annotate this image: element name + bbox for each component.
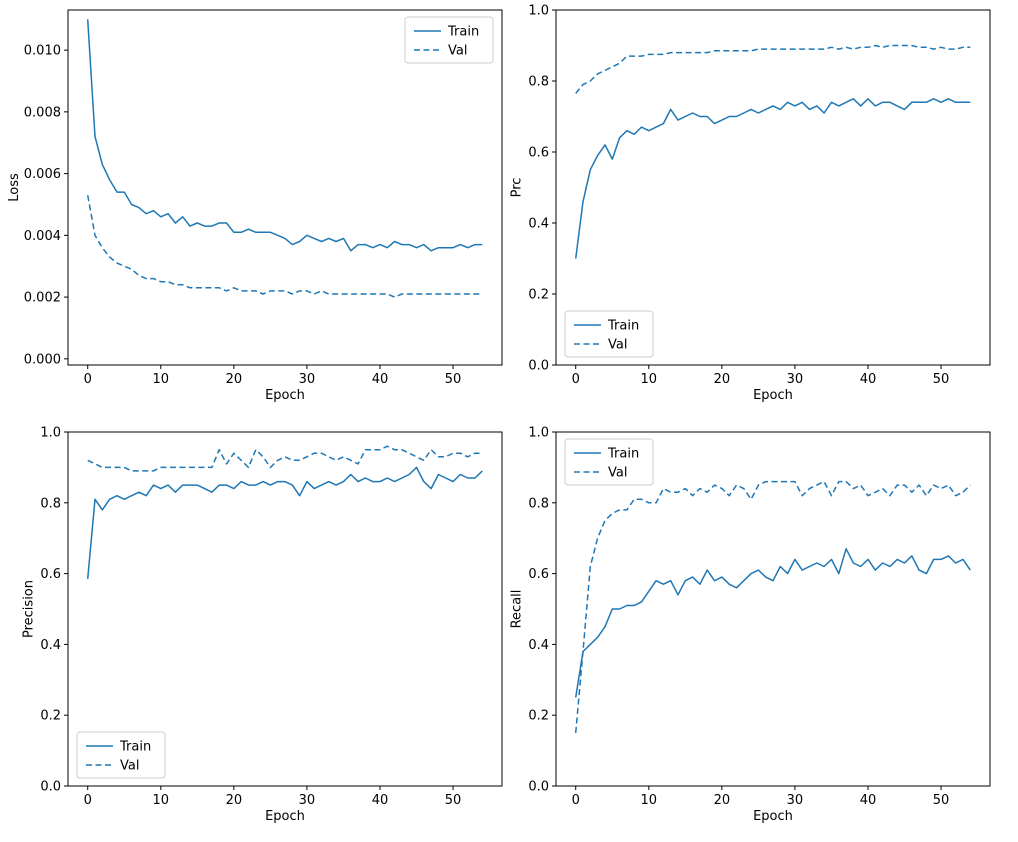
- x-axis-label: Epoch: [265, 388, 305, 403]
- y-tick-label: 0.2: [528, 709, 549, 724]
- subplot-prc-series-train: [574, 98, 971, 259]
- y-tick-label: 0.6: [528, 146, 549, 161]
- y-tick-label: 0.2: [40, 709, 61, 724]
- legend-label-train: Train: [119, 740, 151, 755]
- x-tick-label: 30: [787, 793, 804, 808]
- y-axis-label: Precision: [21, 580, 36, 638]
- subplot-precision: 0 10 20 30 40 50 0.0 0.2 0.4 0.6 0.8 1.0 Epoch Precis…: [21, 426, 503, 824]
- x-tick-label: 10: [153, 793, 170, 808]
- subplot-prc: 0 10 20 30 40 50 0.0 0.2 0.4 0.6 0.8 1.0 Epoch Prc Tra…: [509, 4, 991, 403]
- y-tick-label: 0.004: [24, 229, 61, 244]
- axes-frame: [67, 431, 503, 787]
- x-axis-label: Epoch: [753, 809, 793, 824]
- axes-frame: [555, 9, 991, 366]
- y-tick-label: 0.0: [40, 780, 61, 795]
- x-tick-label: 10: [641, 372, 658, 387]
- x-axis-label: Epoch: [753, 388, 793, 403]
- x-tick-label: 20: [714, 793, 731, 808]
- x-axis-label: Epoch: [265, 809, 305, 824]
- y-tick-label: 0.8: [528, 496, 549, 511]
- x-tick-label: 10: [153, 372, 170, 387]
- y-tick-label: 0.006: [24, 167, 61, 182]
- y-tick-label: 0.8: [40, 496, 61, 511]
- x-tick-label: 20: [714, 372, 731, 387]
- y-tick-label: 1.0: [528, 426, 549, 441]
- x-tick-label: 20: [226, 372, 243, 387]
- subplot-recall-series-train: [574, 548, 971, 698]
- legend-box: [404, 16, 494, 64]
- y-tick-label: 0.0: [528, 359, 549, 374]
- y-tick-label: 0.4: [40, 638, 61, 653]
- y-tick-label: 0.6: [528, 567, 549, 582]
- y-axis-label: Prc: [509, 178, 524, 198]
- x-tick-label: 30: [299, 372, 316, 387]
- x-tick-label: 50: [445, 372, 462, 387]
- x-tick-label: 10: [641, 793, 658, 808]
- y-axis-label: Recall: [509, 590, 524, 629]
- legend-label-train: Train: [607, 447, 639, 462]
- y-tick-label: 0.002: [24, 291, 61, 306]
- x-tick-label: 50: [933, 372, 950, 387]
- subplot-precision-series-train: [86, 466, 483, 579]
- legend-box: [76, 731, 166, 779]
- axes-frame: [555, 431, 991, 787]
- x-tick-label: 40: [372, 793, 389, 808]
- x-tick-label: 40: [372, 372, 389, 387]
- x-tick-label: 30: [299, 793, 316, 808]
- y-tick-label: 1.0: [528, 4, 549, 19]
- subplot-recall-series-val: [574, 480, 971, 733]
- legend: Train Val: [564, 310, 654, 358]
- x-tick-label: 40: [860, 793, 877, 808]
- legend: Train Val: [404, 16, 494, 64]
- x-tick-label: 0: [572, 793, 580, 808]
- x-tick-label: 0: [84, 793, 92, 808]
- axes-frame: [67, 9, 503, 366]
- x-tick-label: 50: [445, 793, 462, 808]
- legend-label-val: Val: [120, 759, 139, 774]
- legend-label-val: Val: [448, 44, 467, 59]
- legend: Train Val: [76, 731, 166, 779]
- y-tick-label: 0.8: [528, 75, 549, 90]
- subplot-recall: 0 10 20 30 40 50 0.0 0.2 0.4 0.6 0.8 1.0 Epoch Recall…: [509, 426, 991, 824]
- subplot-loss-series-train: [86, 19, 483, 252]
- x-tick-label: 20: [226, 793, 243, 808]
- subplot-prc-series-val: [575, 44, 971, 94]
- subplot-loss: 0 10 20 30 40 50 0.000 0.002 0.004 0.006 0.008 0.01…: [7, 9, 503, 403]
- legend-label-val: Val: [608, 338, 627, 353]
- y-tick-label: 0.0: [528, 780, 549, 795]
- x-tick-label: 50: [933, 793, 950, 808]
- legend-label-train: Train: [607, 319, 639, 334]
- legend-box: [564, 438, 654, 486]
- legend-label-train: Train: [447, 25, 479, 40]
- x-tick-label: 0: [572, 372, 580, 387]
- subplot-loss-series-val: [86, 195, 483, 298]
- x-tick-label: 30: [787, 372, 804, 387]
- y-tick-label: 0.008: [24, 105, 61, 120]
- y-tick-label: 0.4: [528, 638, 549, 653]
- y-axis-label: Loss: [7, 173, 22, 202]
- y-tick-label: 0.4: [528, 217, 549, 232]
- y-tick-label: 0.2: [528, 288, 549, 303]
- x-tick-label: 40: [860, 372, 877, 387]
- x-tick-label: 0: [84, 372, 92, 387]
- subplot-precision-series-val: [87, 445, 483, 472]
- legend: Train Val: [564, 438, 654, 486]
- legend-label-val: Val: [608, 466, 627, 481]
- y-tick-label: 0.6: [40, 567, 61, 582]
- y-tick-label: 0.000: [24, 352, 61, 367]
- legend-box: [564, 310, 654, 358]
- y-tick-label: 1.0: [40, 426, 61, 441]
- y-tick-label: 0.010: [24, 44, 61, 59]
